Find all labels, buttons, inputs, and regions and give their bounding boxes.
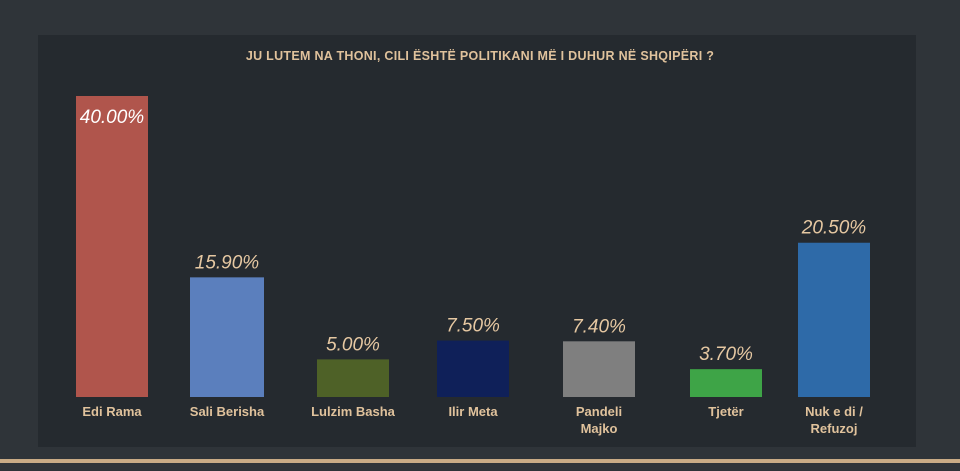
bar-5 <box>690 369 762 397</box>
category-label-6: Nuk e di / Refuzoj <box>805 404 863 436</box>
bar-3 <box>437 340 509 397</box>
value-label-6: 20.50% <box>801 218 867 239</box>
value-label-2: 5.00% <box>326 334 380 355</box>
bar-0 <box>76 96 148 397</box>
bar-4 <box>563 341 635 397</box>
value-label-4: 7.40% <box>572 316 626 337</box>
value-label-5: 3.70% <box>699 344 753 365</box>
bar-6 <box>798 242 870 397</box>
bottom-divider <box>0 459 960 463</box>
category-label-2: Lulzim Basha <box>311 404 396 419</box>
chart-title: JU LUTEM NA THONI, CILI ËSHTË POLITIKANI… <box>246 48 714 63</box>
category-label-1: Sali Berisha <box>190 404 265 419</box>
bar-2 <box>317 359 389 397</box>
value-label-1: 15.90% <box>195 252 260 273</box>
category-label-0: Edi Rama <box>82 404 142 419</box>
bar-1 <box>190 277 264 397</box>
value-label-0: 40.00% <box>80 107 145 128</box>
category-label-3: Ilir Meta <box>448 404 498 419</box>
category-label-4: Pandeli Majko <box>576 404 622 436</box>
value-label-3: 7.50% <box>446 316 500 337</box>
category-label-5: Tjetër <box>708 404 743 419</box>
